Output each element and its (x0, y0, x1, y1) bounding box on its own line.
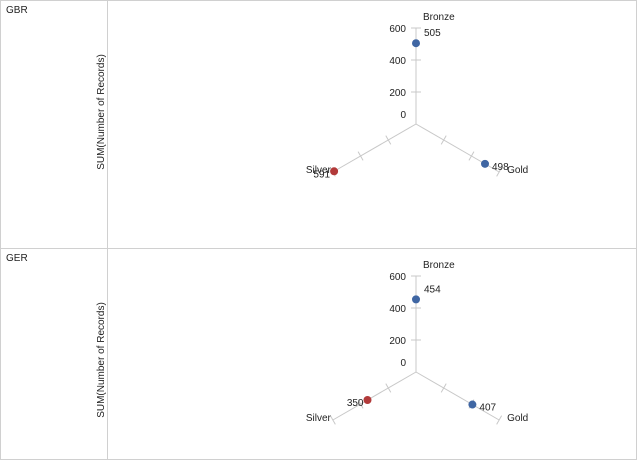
tick-label: 600 (389, 272, 406, 283)
data-point-gbr-silver[interactable] (330, 167, 339, 176)
axis-label-silver: Silver (306, 413, 332, 424)
tick-label: 600 (389, 24, 406, 35)
axis-silver (332, 371, 417, 421)
axis-tick (357, 399, 364, 409)
data-point-ger-silver[interactable] (363, 396, 372, 404)
tick-label: 200 (389, 88, 406, 99)
axis-tick (329, 415, 336, 425)
axis-silver (332, 123, 417, 173)
data-label-gbr-gold: 498 (492, 162, 509, 173)
data-label-gbr-bronze: 505 (424, 28, 441, 39)
axis-tick (385, 383, 392, 393)
data-label-ger-gold: 407 (479, 403, 496, 414)
axis-tick (385, 135, 392, 145)
axis-label-gold: Gold (507, 413, 528, 424)
axis-tick (496, 415, 503, 425)
axis-label-gold: Gold (507, 165, 528, 176)
tick-label-zero: 0 (400, 358, 406, 369)
axis-tick (468, 151, 475, 161)
tick-label-zero: 0 (400, 110, 406, 121)
axis-tick (440, 383, 447, 393)
panel-label-ger: GER (6, 253, 28, 264)
data-point-gbr-bronze[interactable] (412, 39, 420, 48)
tick-label: 200 (389, 336, 406, 347)
axis-tick (496, 167, 503, 177)
data-point-ger-gold[interactable] (468, 400, 477, 409)
data-label-gbr-silver: 591 (313, 169, 330, 180)
axis-label-silver: Silver (306, 165, 332, 176)
axis-tick (440, 135, 447, 145)
tick-label: 400 (389, 304, 406, 315)
panel-label-gbr: GBR (6, 5, 28, 16)
data-point-ger-bronze[interactable] (412, 295, 420, 304)
axis-label-bronze: Bronze (423, 260, 455, 271)
y-axis-label: SUM(Number of Records) (96, 54, 107, 170)
axis-tick (357, 151, 364, 161)
tick-label: 400 (389, 56, 406, 67)
data-point-gbr-gold[interactable] (481, 159, 490, 168)
data-label-ger-bronze: 454 (424, 284, 441, 295)
y-axis-label: SUM(Number of Records) (96, 302, 107, 418)
data-label-ger-silver: 350 (347, 398, 364, 409)
axis-gold (415, 371, 500, 421)
axis-label-bronze: Bronze (423, 12, 455, 23)
